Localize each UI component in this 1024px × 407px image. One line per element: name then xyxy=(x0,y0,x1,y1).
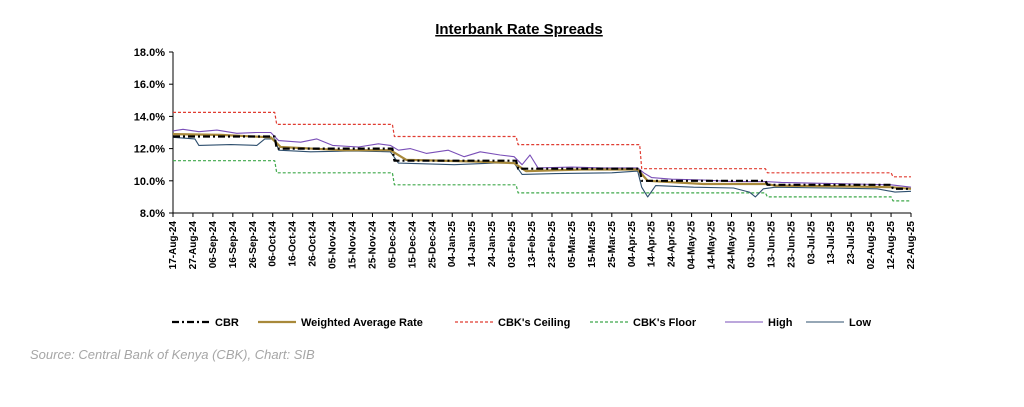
series-layer xyxy=(172,111,912,202)
series-line-cbr xyxy=(173,135,911,190)
chart-title: Interbank Rate Spreads xyxy=(435,21,603,38)
y-tick-label: 16.0% xyxy=(134,79,165,91)
x-tick-label: 16-Sep-24 xyxy=(228,221,239,269)
x-tick-label: 23-Feb-25 xyxy=(547,221,558,268)
source-note: Source: Central Bank of Kenya (CBK), Cha… xyxy=(30,347,315,362)
x-tick-label: 03-Jun-25 xyxy=(746,221,757,268)
series-line-floor xyxy=(173,160,911,202)
y-tick-label: 18.0% xyxy=(134,47,165,59)
x-tick-label: 24-Jan-25 xyxy=(487,221,498,268)
x-tick-label: 24-May-25 xyxy=(726,221,737,270)
x-tick-label: 15-Dec-24 xyxy=(407,221,418,269)
legend-label-ceiling: CBK's Ceiling xyxy=(498,317,570,329)
x-tick-label: 14-May-25 xyxy=(707,221,718,270)
y-tick-label: 8.0% xyxy=(140,208,165,220)
x-tick-label: 06-Sep-24 xyxy=(208,221,219,269)
series-line-ceiling xyxy=(173,111,911,178)
x-tick-label: 23-Jul-25 xyxy=(846,221,857,265)
x-tick-label: 14-Jan-25 xyxy=(467,221,478,268)
legend: CBR Weighted Average Rate CBK's Ceiling CBK… xyxy=(172,317,871,329)
x-tick-label: 05-Nov-24 xyxy=(328,221,339,269)
x-tick-label: 25-Nov-24 xyxy=(367,221,378,269)
x-tick-label: 14-Apr-25 xyxy=(647,221,658,268)
y-tick-label: 12.0% xyxy=(134,144,165,156)
x-tick-label: 04-Jan-25 xyxy=(447,221,458,268)
x-tick-label: 15-Nov-24 xyxy=(348,221,359,269)
x-tick-label: 03-Feb-25 xyxy=(507,221,518,268)
x-tick-label: 23-Jun-25 xyxy=(786,221,797,268)
x-tick-label: 04-Apr-25 xyxy=(627,221,638,268)
x-tick-label: 26-Sep-24 xyxy=(248,221,259,269)
series-line-low xyxy=(172,136,912,198)
x-tick-label: 25-Dec-24 xyxy=(427,221,438,269)
series-line-high xyxy=(172,128,912,188)
x-tick-label: 13-Jun-25 xyxy=(766,221,777,268)
x-axis-ticks: 17-Aug-24 27-Aug-24 06-Sep-24 16-Sep-24 26-S… xyxy=(168,213,917,269)
x-tick-label: 06-Oct-24 xyxy=(268,221,279,267)
y-tick-label: 10.0% xyxy=(134,176,165,188)
y-axis-ticks: 8.0% 10.0% 12.0% 14.0% 16.0% 18.0% xyxy=(134,47,173,220)
series-line-weighted xyxy=(172,133,912,190)
x-tick-label: 16-Oct-24 xyxy=(288,221,299,267)
legend-label-cbr: CBR xyxy=(215,317,239,329)
x-tick-label: 26-Oct-24 xyxy=(308,221,319,267)
x-tick-label: 13-Feb-25 xyxy=(527,221,538,268)
x-tick-label: 17-Aug-24 xyxy=(168,221,179,270)
x-tick-label: 05-Dec-24 xyxy=(387,221,398,269)
legend-label-high: High xyxy=(768,317,793,329)
x-tick-label: 05-Mar-25 xyxy=(567,221,578,268)
x-tick-label: 02-Aug-25 xyxy=(866,221,877,270)
x-tick-label: 03-Jul-25 xyxy=(806,221,817,265)
x-tick-label: 27-Aug-24 xyxy=(188,221,199,270)
x-tick-label: 24-Apr-25 xyxy=(667,221,678,268)
x-tick-label: 22-Aug-25 xyxy=(906,221,917,270)
legend-label-floor: CBK's Floor xyxy=(633,317,697,329)
y-tick-label: 14.0% xyxy=(134,111,165,123)
legend-label-weighted: Weighted Average Rate xyxy=(301,317,423,329)
legend-label-low: Low xyxy=(849,317,871,329)
x-tick-label: 25-Mar-25 xyxy=(607,221,618,268)
x-tick-label: 04-May-25 xyxy=(687,221,698,270)
x-tick-label: 13-Jul-25 xyxy=(826,221,837,265)
x-tick-label: 15-Mar-25 xyxy=(587,221,598,268)
x-tick-label: 12-Aug-25 xyxy=(886,221,897,270)
